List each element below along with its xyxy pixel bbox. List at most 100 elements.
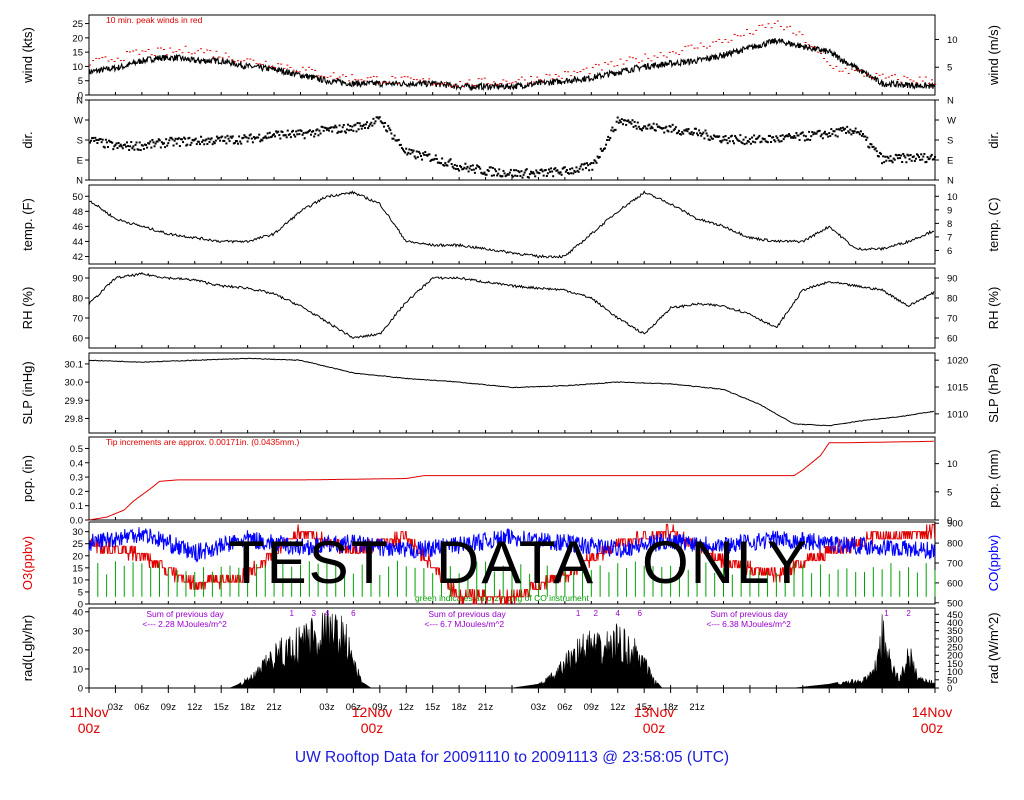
direction-point [776,136,779,139]
direction-point [190,141,193,144]
x-tick-label: 03z [108,702,124,713]
y-tick-label: 10 [72,62,83,73]
direction-point [834,134,837,137]
direction-point [435,157,438,160]
direction-point [352,129,355,132]
y-right-tick-label: 5 [947,63,952,74]
direction-point [258,133,261,136]
direction-point [458,169,461,172]
direction-point [344,131,347,134]
direction-point [798,138,801,141]
direction-point [277,130,280,133]
direction-point [326,127,329,130]
direction-point [178,145,181,148]
direction-point [405,147,408,150]
direction-point [786,135,789,138]
direction-point [441,157,444,160]
direction-point [602,147,605,150]
direction-point [816,130,819,133]
y-right-tick-label: 0 [947,516,952,527]
direction-point [804,135,807,138]
direction-point [744,136,747,139]
direction-point [304,131,307,134]
event-mark: 4 [616,609,621,618]
direction-point [541,170,544,173]
direction-point [838,128,841,131]
direction-point [802,134,805,137]
direction-point [450,163,453,166]
direction-point [480,171,483,174]
direction-point [688,132,691,135]
direction-point [154,142,157,145]
direction-point [626,120,629,123]
y-tick-label: 46 [72,222,83,233]
direction-point [599,147,602,150]
direction-point [870,143,873,146]
direction-point [614,128,617,131]
direction-point [410,149,413,152]
x-tick-label: 09z [161,702,177,713]
direction-point [100,141,103,144]
y-axis-label-right: rad (W/m^2) [986,612,1001,683]
direction-point [106,146,109,149]
x-tick-label: 09z [372,702,388,713]
direction-point [633,120,636,123]
direction-point [368,125,371,128]
direction-point [104,138,107,141]
direction-point [481,172,484,175]
direction-point [365,123,368,126]
panel-annotation: green indicates auto-zeroing of CO instr… [415,593,590,603]
direction-point [507,173,510,176]
direction-point [281,130,284,133]
direction-point [97,139,100,142]
y-tick-label: 15 [72,48,83,59]
y-right-tick-label: 9 [947,205,952,216]
direction-point [636,121,639,124]
y-axis-label: dir. [20,131,35,148]
direction-point [227,137,230,140]
direction-point [486,168,489,171]
direction-point [600,149,603,152]
direction-point [332,126,335,129]
direction-point [694,127,697,130]
direction-point [324,127,327,130]
direction-point [514,174,517,177]
direction-point [118,145,121,148]
direction-point [615,120,618,123]
direction-point [382,125,385,128]
direction-point [294,135,297,138]
direction-point [553,168,556,171]
direction-point [335,126,338,129]
direction-point [578,167,581,170]
direction-point [390,132,393,135]
direction-point [796,134,799,137]
direction-point [552,175,555,178]
y-axis-label-right: wind (m/s) [986,25,1001,86]
direction-point [531,172,534,175]
y-right-tick-label: 700 [947,559,963,570]
direction-point [156,140,159,143]
direction-point [932,158,935,161]
direction-point [733,142,736,145]
direction-point [923,152,926,155]
direction-point [394,139,397,142]
direction-point [703,137,706,140]
direction-point [187,137,190,140]
direction-point [242,136,245,139]
direction-point [810,135,813,138]
direction-point [892,157,895,160]
direction-point [95,138,98,141]
direction-point [392,137,395,140]
x-tick-label: 03z [531,702,547,713]
direction-point [213,142,216,145]
direction-point [869,142,872,145]
direction-point [513,169,516,172]
direction-point [927,158,930,161]
direction-point [237,142,240,145]
direction-point [774,140,777,143]
direction-point [488,166,491,169]
direction-point [758,134,761,137]
direction-point [741,142,744,145]
direction-point [726,142,729,145]
direction-point [845,131,848,134]
